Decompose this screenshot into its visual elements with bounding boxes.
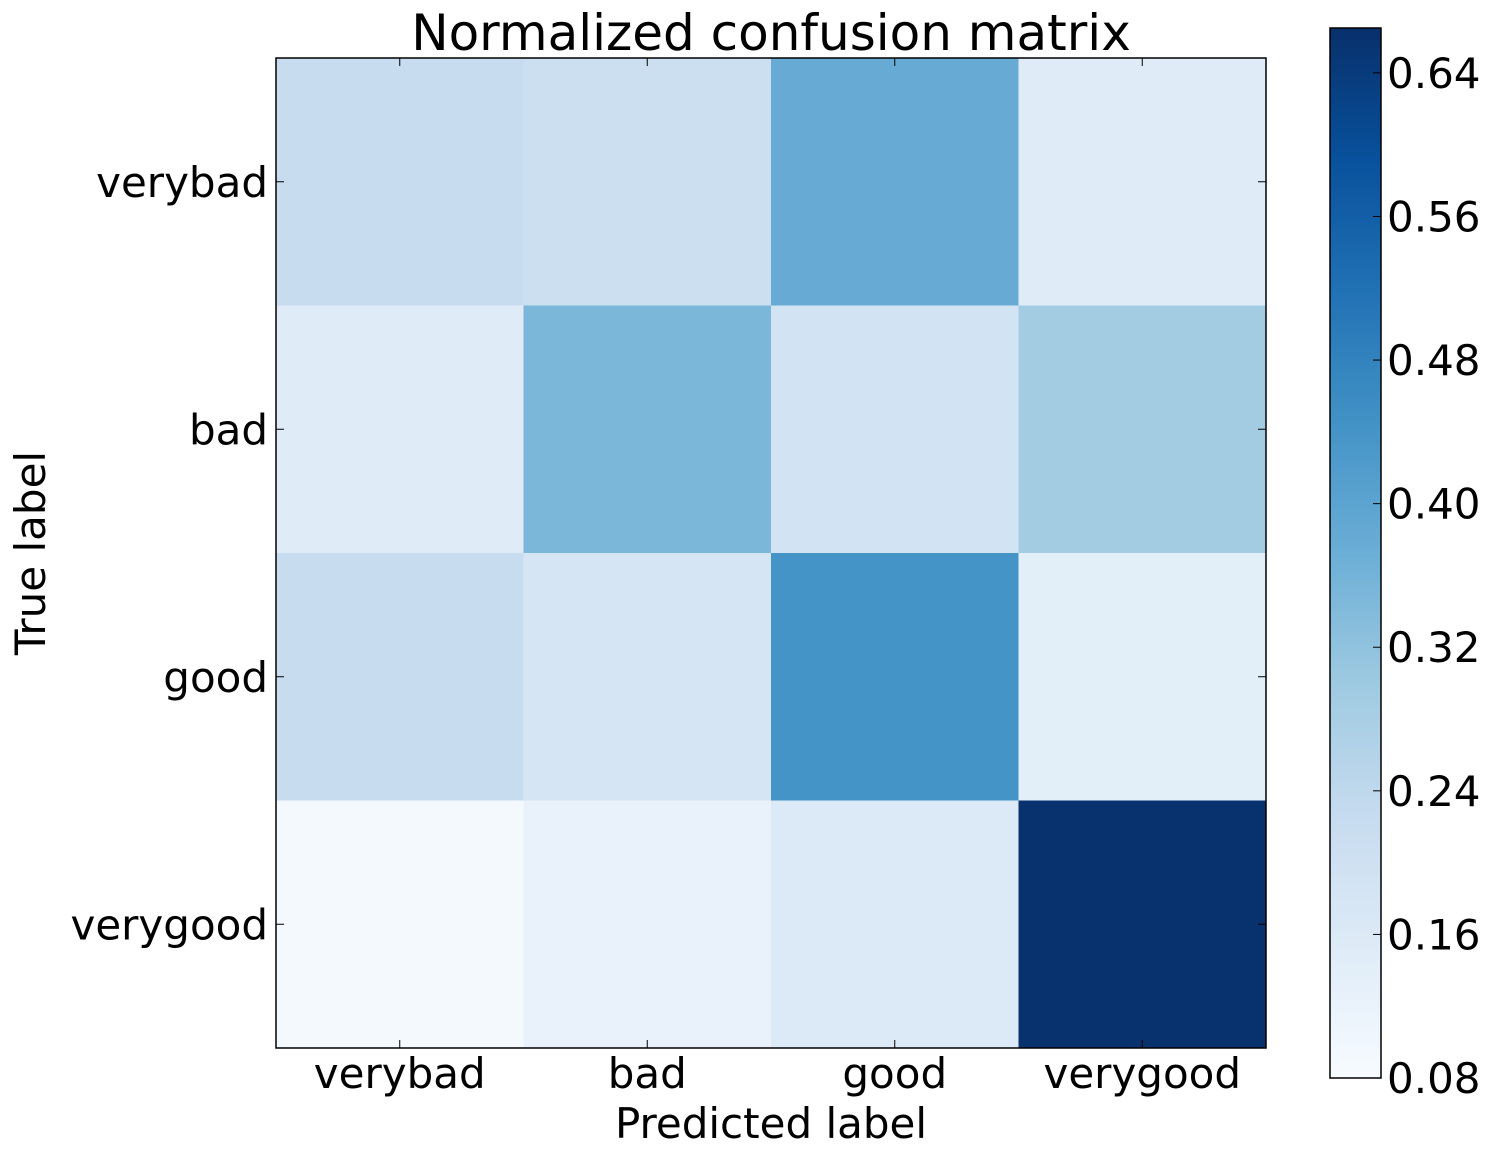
heatmap-cell-verygood-verygood xyxy=(1018,800,1267,1049)
heatmap-cell-verybad-verygood xyxy=(1018,58,1267,306)
x-axis-ticks: verybad bad good verygood xyxy=(314,58,1241,1098)
y-tick-label-good: good xyxy=(163,653,268,702)
heatmap-cell-bad-good xyxy=(771,305,1019,554)
y-axis-ticks: verybad bad good verygood xyxy=(70,158,1266,949)
heatmap-cell-verybad-bad xyxy=(523,58,772,306)
y-tick-label-verybad: verybad xyxy=(96,158,268,207)
chart-title: Normalized confusion matrix xyxy=(411,4,1131,62)
x-tick-label-good: good xyxy=(842,1049,947,1098)
x-tick-label-verybad: verybad xyxy=(314,1049,486,1098)
heatmap-cell-verygood-bad xyxy=(523,800,772,1049)
heatmap-cell-verybad-good xyxy=(771,58,1019,306)
x-tick-label-verygood: verygood xyxy=(1043,1049,1241,1098)
colorbar-tick-label: 0.40 xyxy=(1387,480,1481,529)
heatmap-cell-verygood-good xyxy=(771,800,1019,1049)
colorbar-tick-label: 0.24 xyxy=(1387,767,1481,816)
y-axis-label: True label xyxy=(6,451,55,656)
heatmap-cell-good-verygood xyxy=(1018,553,1267,801)
heatmap-cell-good-bad xyxy=(523,553,772,801)
heatmap-cell-verybad-verybad xyxy=(276,58,524,306)
colorbar-tick-label: 0.08 xyxy=(1387,1054,1481,1103)
colorbar-tick-label: 0.64 xyxy=(1387,49,1481,98)
heatmap-cell-verygood-verybad xyxy=(276,800,524,1049)
y-tick-label-verygood: verygood xyxy=(70,900,268,949)
colorbar-tick-label: 0.16 xyxy=(1387,910,1481,959)
colorbar-tick-label: 0.56 xyxy=(1387,192,1481,241)
heatmap-cell-bad-verygood xyxy=(1018,305,1267,554)
heatmap-cell-good-good xyxy=(771,553,1019,801)
heatmap-cell-bad-verybad xyxy=(276,305,524,554)
colorbar-tick-label: 0.48 xyxy=(1387,336,1481,385)
plot-frame xyxy=(275,57,1267,1049)
colorbar xyxy=(1329,27,1382,1079)
x-axis-label: Predicted label xyxy=(615,1099,927,1148)
y-tick-label-bad: bad xyxy=(189,405,268,454)
heatmap-cell-bad-bad xyxy=(523,305,772,554)
x-tick-label-bad: bad xyxy=(608,1049,687,1098)
heatmap-cells xyxy=(276,58,1267,1049)
colorbar-ticks: 0.08 0.16 0.24 0.32 0.40 0.48 0.56 0.64 xyxy=(1373,49,1481,1103)
colorbar-tick-label: 0.32 xyxy=(1387,623,1481,672)
heatmap-cell-good-verybad xyxy=(276,553,524,801)
